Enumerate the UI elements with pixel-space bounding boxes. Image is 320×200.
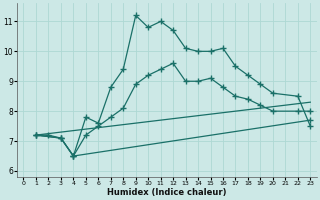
X-axis label: Humidex (Indice chaleur): Humidex (Indice chaleur) xyxy=(107,188,227,197)
